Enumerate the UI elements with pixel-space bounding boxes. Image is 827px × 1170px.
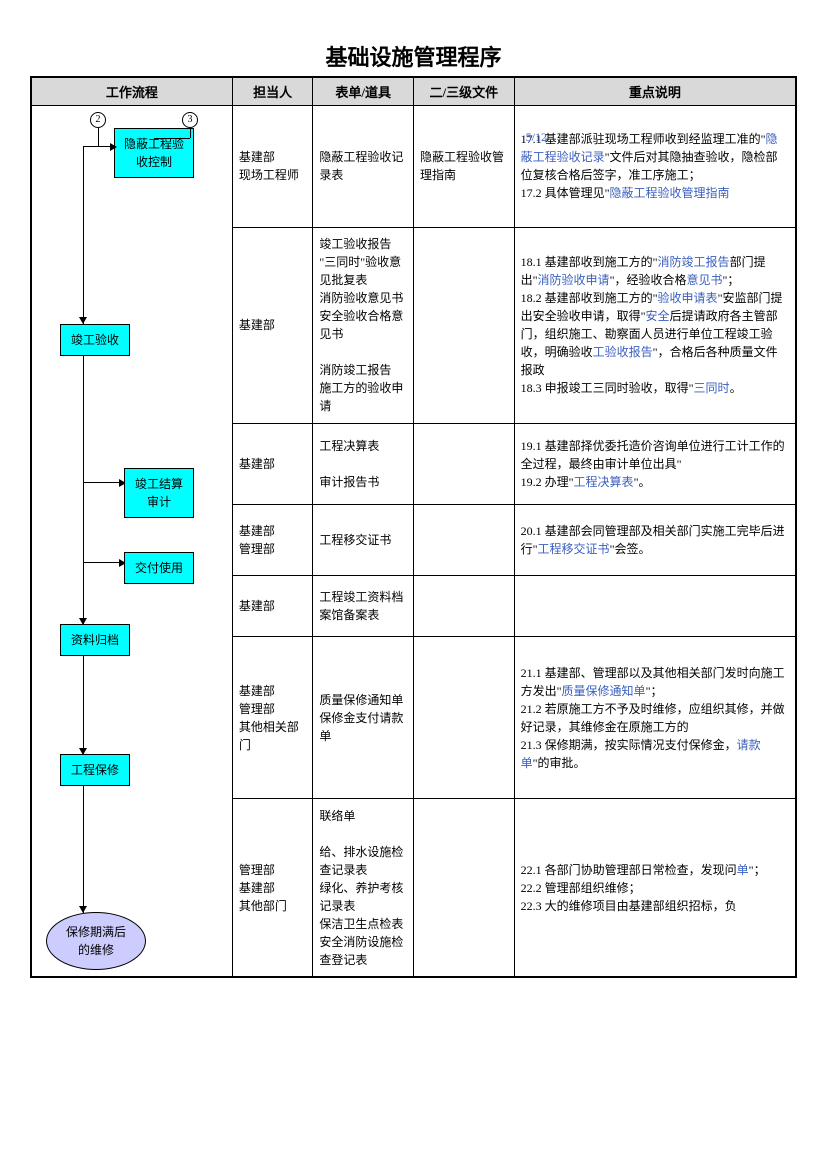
ellipse-after-warranty: 保修期满后的维修 <box>46 912 146 970</box>
th-doc: 二/三级文件 <box>413 77 514 106</box>
cell-form-4: 工程竣工资料档案馆备案表 <box>313 575 414 636</box>
cell-doc-6 <box>413 799 514 977</box>
connector-3: 3 <box>182 112 198 128</box>
cell-desc-0: 17.1 基建部派驻现场工程师收到经监理工准的"隐蔽工程验收记录"文件后对其隐抽… <box>514 106 796 228</box>
cell-doc-1 <box>413 227 514 423</box>
cell-doc-3 <box>413 504 514 575</box>
main-table: 工作流程 担当人 表单/道具 二/三级文件 重点说明 2 3 隐蔽工程验收控制 <box>30 76 797 978</box>
box-deliver: 交付使用 <box>124 552 194 584</box>
th-flow: 工作流程 <box>31 77 232 106</box>
th-person: 担当人 <box>232 77 313 106</box>
cell-person-3: 基建部管理部 <box>232 504 313 575</box>
cell-person-5: 基建部管理部其他相关部门 <box>232 636 313 798</box>
cell-desc-2: 19.1 基建部择优委托造价咨询单位进行工计工作的全过程，最终由审计单位出具"1… <box>514 423 796 504</box>
cell-form-5: 质量保修通知单保修金支付请款单 <box>313 636 414 798</box>
cell-desc-3: 20.1 基建部会同管理部及相关部门实施工完毕后进行"工程移交证书"会签。 <box>514 504 796 575</box>
cell-person-2: 基建部 <box>232 423 313 504</box>
cell-form-1: 竣工验收报告"三同时"验收意见批复表消防验收意见书安全验收合格意见书消防竣工报告… <box>313 227 414 423</box>
cell-desc-6: 22.1 各部门协助管理部日常检查，发现问单"；22.2 管理部组织维修；22.… <box>514 799 796 977</box>
cell-person-6: 管理部基建部其他部门 <box>232 799 313 977</box>
cell-form-2: 工程决算表审计报告书 <box>313 423 414 504</box>
cell-person-4: 基建部 <box>232 575 313 636</box>
page-number: 5/12 <box>526 130 547 145</box>
box-archive: 资料归档 <box>60 624 130 656</box>
cell-doc-4 <box>413 575 514 636</box>
cell-doc-5 <box>413 636 514 798</box>
cell-doc-0: 隐蔽工程验收管理指南 <box>413 106 514 228</box>
box-completion-accept: 竣工验收 <box>60 324 130 356</box>
th-desc: 重点说明 <box>514 77 796 106</box>
cell-person-0: 基建部现场工程师 <box>232 106 313 228</box>
box-warranty: 工程保修 <box>60 754 130 786</box>
cell-desc-1: 18.1 基建部收到施工方的"消防竣工报告部门提出"消防验收申请"，经验收合格意… <box>514 227 796 423</box>
cell-desc-5: 21.1 基建部、管理部以及其他相关部门发时向施工方发出"质量保修通知单"；21… <box>514 636 796 798</box>
cell-person-1: 基建部 <box>232 227 313 423</box>
box-settlement-audit: 竣工结算审计 <box>124 468 194 518</box>
connector-2: 2 <box>90 112 106 128</box>
cell-desc-4 <box>514 575 796 636</box>
th-form: 表单/道具 <box>313 77 414 106</box>
page-title: 基础设施管理程序 <box>30 40 797 72</box>
box-hidden-accept: 隐蔽工程验收控制 <box>114 128 194 178</box>
cell-doc-2 <box>413 423 514 504</box>
cell-form-6: 联络单给、排水设施检查记录表绿化、养护考核记录表保洁卫生点检表安全消防设施检查登… <box>313 799 414 977</box>
cell-form-0: 隐蔽工程验收记录表 <box>313 106 414 228</box>
cell-form-3: 工程移交证书 <box>313 504 414 575</box>
